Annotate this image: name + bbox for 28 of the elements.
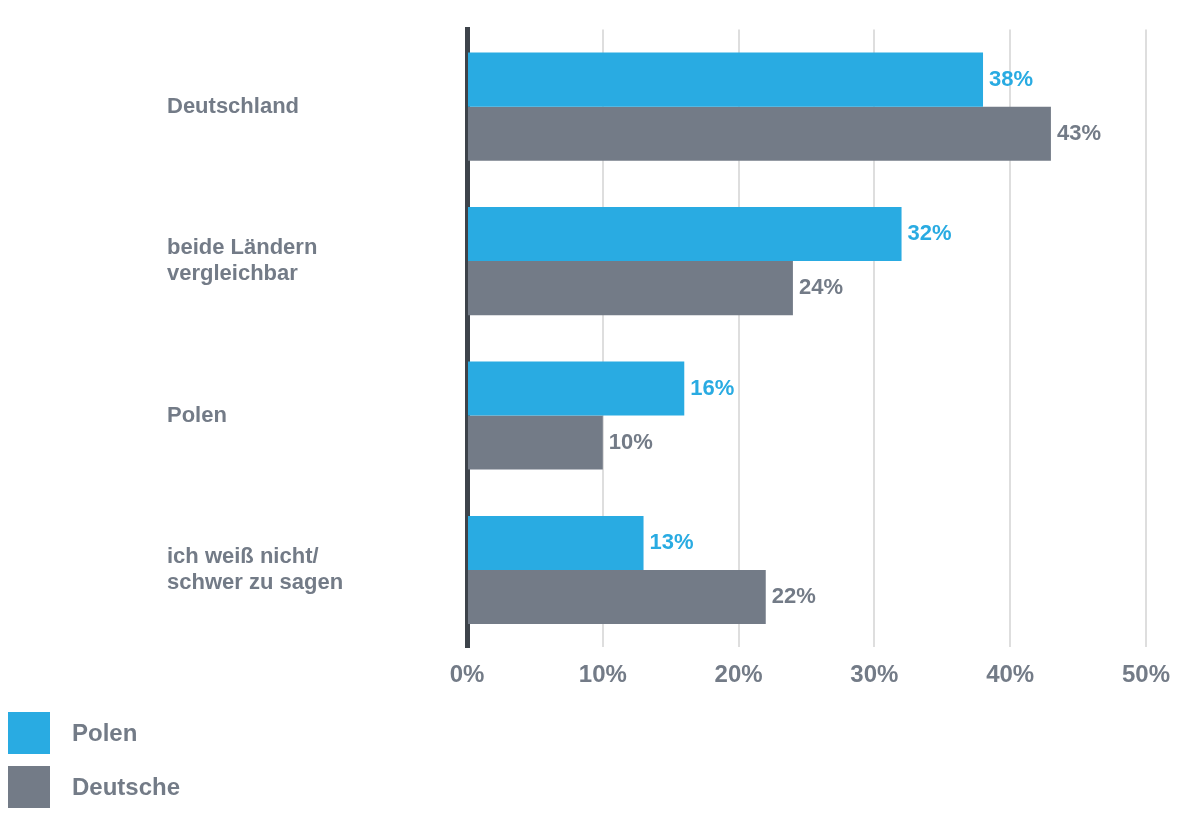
bar bbox=[468, 106, 1051, 161]
data-label: 10% bbox=[608, 428, 653, 454]
bar bbox=[468, 361, 685, 416]
data-label: 38% bbox=[989, 65, 1034, 91]
legend-label: Deutsche bbox=[72, 773, 181, 801]
data-label: 16% bbox=[690, 374, 735, 400]
x-tick-label: 50% bbox=[1121, 660, 1171, 688]
x-tick-label: 10% bbox=[578, 660, 627, 688]
y-tick-label: ich weiß nicht/ schwer zu sagen bbox=[167, 542, 344, 595]
legend-label: Polen bbox=[72, 719, 138, 747]
x-tick-label: 40% bbox=[986, 660, 1035, 688]
data-label: 43% bbox=[1056, 119, 1101, 145]
y-tick-label: Deutschland bbox=[167, 92, 300, 118]
bar bbox=[468, 415, 603, 470]
data-label: 24% bbox=[798, 274, 843, 300]
data-label: 13% bbox=[649, 529, 694, 555]
data-label: 22% bbox=[771, 583, 816, 609]
y-tick-label: Polen bbox=[167, 401, 227, 427]
bar bbox=[468, 52, 984, 107]
data-label: 32% bbox=[907, 220, 952, 246]
bar bbox=[468, 515, 644, 570]
bar bbox=[468, 261, 793, 316]
x-tick-label: 30% bbox=[850, 660, 899, 688]
x-tick-label: 20% bbox=[714, 660, 763, 688]
y-tick-label: beide Ländern vergleichbar bbox=[167, 233, 318, 286]
bar bbox=[468, 207, 902, 262]
bar bbox=[468, 569, 766, 625]
x-tick-label: 0% bbox=[449, 660, 485, 688]
